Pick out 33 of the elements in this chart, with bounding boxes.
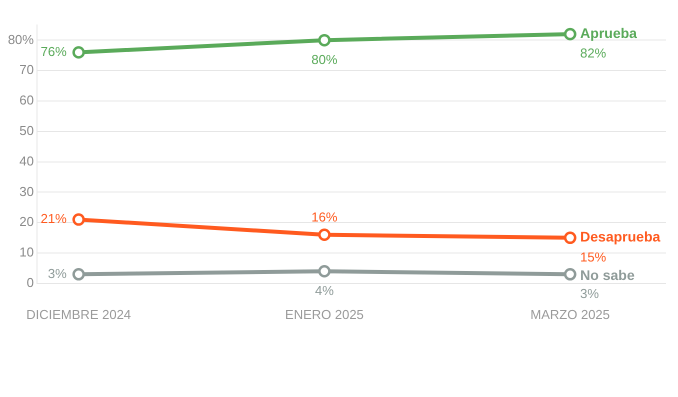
data-label: 16% xyxy=(311,209,338,224)
data-label: 15% xyxy=(580,249,607,264)
x-tick-label: ENERO 2025 xyxy=(285,306,364,322)
data-label: 80% xyxy=(311,52,338,67)
series-label: Aprueba xyxy=(580,24,638,41)
y-tick-label: 60 xyxy=(19,92,34,108)
point xyxy=(72,46,85,59)
x-tick-label: MARZO 2025 xyxy=(530,306,610,322)
data-label: 21% xyxy=(40,211,68,226)
data-label: 3% xyxy=(580,286,600,301)
point xyxy=(564,28,576,40)
point xyxy=(318,34,331,46)
point xyxy=(318,264,331,278)
data-label: 82% xyxy=(580,46,607,61)
y-tick-label: 50 xyxy=(19,122,34,138)
x-tick-label: DICIEMBRE 2024 xyxy=(26,306,132,322)
y-tick-label: 0 xyxy=(26,274,34,290)
data-label: 76% xyxy=(40,44,68,59)
y-tick-label: 30 xyxy=(19,184,34,199)
y-tick-label: 20 xyxy=(19,214,34,230)
point xyxy=(72,268,85,281)
data-label: 4% xyxy=(315,282,334,298)
y-tick-label: 70 xyxy=(19,62,34,78)
point xyxy=(72,213,85,226)
point xyxy=(564,232,576,244)
data-label: 3% xyxy=(48,266,68,281)
y-tick-label: 80% xyxy=(8,32,34,47)
y-tick-label: 40 xyxy=(19,153,34,168)
point xyxy=(564,268,576,281)
series-label: No sabe xyxy=(580,267,635,284)
point xyxy=(318,228,331,242)
y-tick-label: 10 xyxy=(19,244,34,260)
series-label: Desaprueba xyxy=(580,228,661,245)
